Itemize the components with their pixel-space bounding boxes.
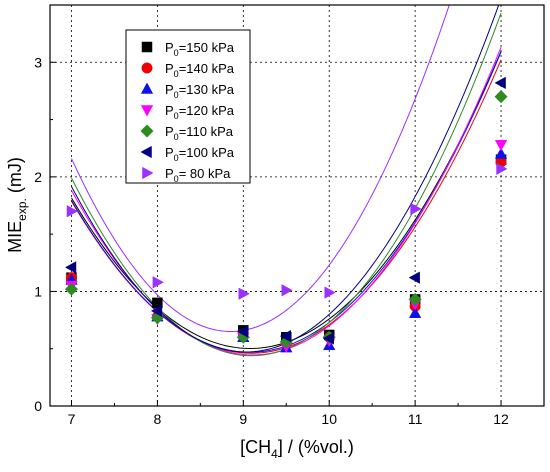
x-tick-label: 12 <box>493 411 509 427</box>
plot-frame <box>49 4 545 407</box>
y-axis-title-group: MIEexp. (mJ) <box>5 157 29 253</box>
legend-label: P0=150 kPa <box>165 40 235 58</box>
data-point <box>279 329 292 343</box>
legend-label: P0=140 kPa <box>165 61 235 79</box>
data-point <box>236 325 249 338</box>
legend: P0=150 kPa P0=140 kPa P0=130 kPa P0=120 kPa… <box>125 29 251 184</box>
fit-curve <box>71 5 450 332</box>
x-tick-label: 7 <box>68 411 76 427</box>
data-point <box>494 76 506 90</box>
data-point <box>496 162 508 176</box>
data-point <box>494 90 508 104</box>
legend-marker <box>140 124 154 138</box>
data-point <box>408 271 420 284</box>
y-axis-title: MIEexp. (mJ) <box>5 157 29 253</box>
x-tick-label: 9 <box>239 411 247 427</box>
data-point <box>152 276 164 289</box>
legend-marker <box>140 105 154 117</box>
y-tick-label: 3 <box>34 54 42 70</box>
y-tick-label: 1 <box>34 283 42 299</box>
data-point <box>494 140 508 152</box>
legend-marker <box>140 82 154 94</box>
data-point <box>410 202 422 216</box>
legend-marker <box>140 145 152 159</box>
data-point <box>64 261 77 274</box>
x-axis-title: [CH4] / (%vol.) <box>240 437 354 461</box>
y-tick-label: 2 <box>34 169 42 185</box>
data-point <box>408 292 422 307</box>
legend-marker <box>141 41 153 53</box>
data-point <box>281 284 293 297</box>
data-point <box>66 205 78 218</box>
legend-label: P0=120 kPa <box>165 103 235 121</box>
y-tick-label: 0 <box>34 398 42 414</box>
data-point <box>238 287 250 300</box>
data-point <box>64 282 79 296</box>
legend-marker <box>142 166 154 180</box>
x-tick-label: 8 <box>153 411 161 427</box>
legend-label: P0=100 kPa <box>165 145 235 163</box>
x-tick-label: 10 <box>321 411 337 427</box>
legend-marker <box>141 62 153 74</box>
data-points <box>64 76 508 353</box>
legend-label: P0= 80 kPa <box>165 166 231 184</box>
data-point <box>324 286 336 299</box>
data-point <box>150 304 163 318</box>
x-tick-label: 11 <box>408 411 423 427</box>
legend-label: P0=130 kPa <box>165 82 235 100</box>
data-point <box>408 306 422 318</box>
data-point <box>322 332 334 345</box>
data-point <box>494 147 508 159</box>
legend-label: P0=110 kPa <box>165 124 234 142</box>
